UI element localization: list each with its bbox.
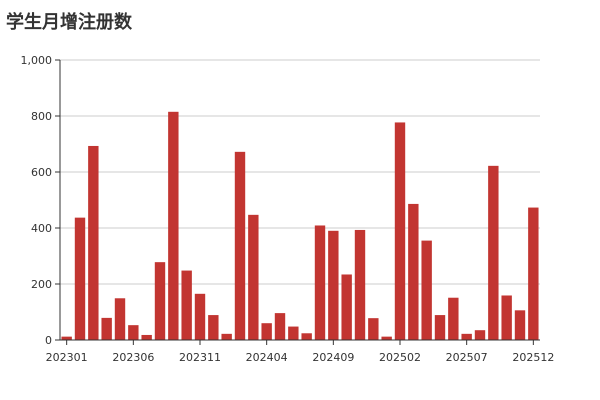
bar-202512[interactable] — [528, 207, 539, 340]
bar-202404[interactable] — [261, 323, 272, 340]
y-tick-label: 800 — [31, 110, 52, 123]
bar-202407[interactable] — [301, 333, 312, 340]
grid-lines — [60, 59, 540, 285]
x-tick-label: 202512 — [512, 351, 554, 364]
x-tick-label: 202409 — [312, 351, 354, 364]
y-axis-labels: 0 200 400 600 800 1,000 — [21, 54, 53, 347]
bar-202509[interactable] — [488, 165, 499, 340]
bar-202507[interactable] — [461, 333, 472, 340]
x-tick-label: 202306 — [112, 351, 154, 364]
bar-202401[interactable] — [221, 333, 232, 340]
bar-202302[interactable] — [74, 217, 86, 340]
bar-202305[interactable] — [114, 298, 126, 340]
bar-202501[interactable] — [381, 336, 392, 340]
bar-202412[interactable] — [368, 318, 379, 340]
bar-202308[interactable] — [154, 262, 166, 340]
chart-title: 学生月增注册数 — [6, 12, 132, 33]
y-tick-label: 200 — [31, 278, 52, 291]
bar-202505[interactable] — [434, 315, 446, 340]
x-axis-labels: 202301 202306 202311 202404 202409 202502 2025… — [46, 351, 555, 364]
bar-202408[interactable] — [314, 225, 326, 340]
axes — [55, 59, 540, 345]
x-tick-label: 202404 — [246, 351, 288, 364]
bar-202304[interactable] — [101, 317, 112, 340]
y-tick-label: 0 — [45, 334, 52, 347]
bar-202502[interactable] — [394, 122, 406, 340]
bar-202406[interactable] — [288, 326, 299, 340]
bar-202312[interactable] — [208, 315, 219, 340]
bar-202511[interactable] — [514, 310, 526, 340]
bar-202310[interactable] — [181, 270, 192, 340]
bar-202303[interactable] — [88, 145, 99, 340]
x-tick-label: 202507 — [446, 351, 488, 364]
bar-202503[interactable] — [408, 203, 419, 340]
bar-202307[interactable] — [141, 334, 152, 340]
bar-202306[interactable] — [128, 325, 139, 340]
bar-202504[interactable] — [421, 240, 432, 340]
bar-202301[interactable] — [61, 336, 72, 340]
bar-202506[interactable] — [448, 297, 459, 340]
bar-202402[interactable] — [234, 151, 246, 340]
y-tick-label: 400 — [31, 222, 52, 235]
bar-202309[interactable] — [168, 111, 179, 340]
bar-202510[interactable] — [501, 295, 512, 340]
bar-202411[interactable] — [354, 229, 366, 340]
bar-202403[interactable] — [248, 214, 259, 340]
x-tick-label: 202502 — [379, 351, 421, 364]
x-tick-label: 202301 — [46, 351, 88, 364]
bar-202508[interactable] — [474, 330, 486, 340]
x-tick-label: 202311 — [179, 351, 221, 364]
bar-series — [61, 111, 539, 340]
bar-202410[interactable] — [341, 274, 352, 340]
bar-202311[interactable] — [194, 293, 206, 340]
y-tick-label: 1,000 — [21, 54, 53, 67]
bar-202409[interactable] — [328, 230, 339, 340]
bar-202405[interactable] — [274, 313, 286, 340]
y-tick-label: 600 — [31, 166, 52, 179]
